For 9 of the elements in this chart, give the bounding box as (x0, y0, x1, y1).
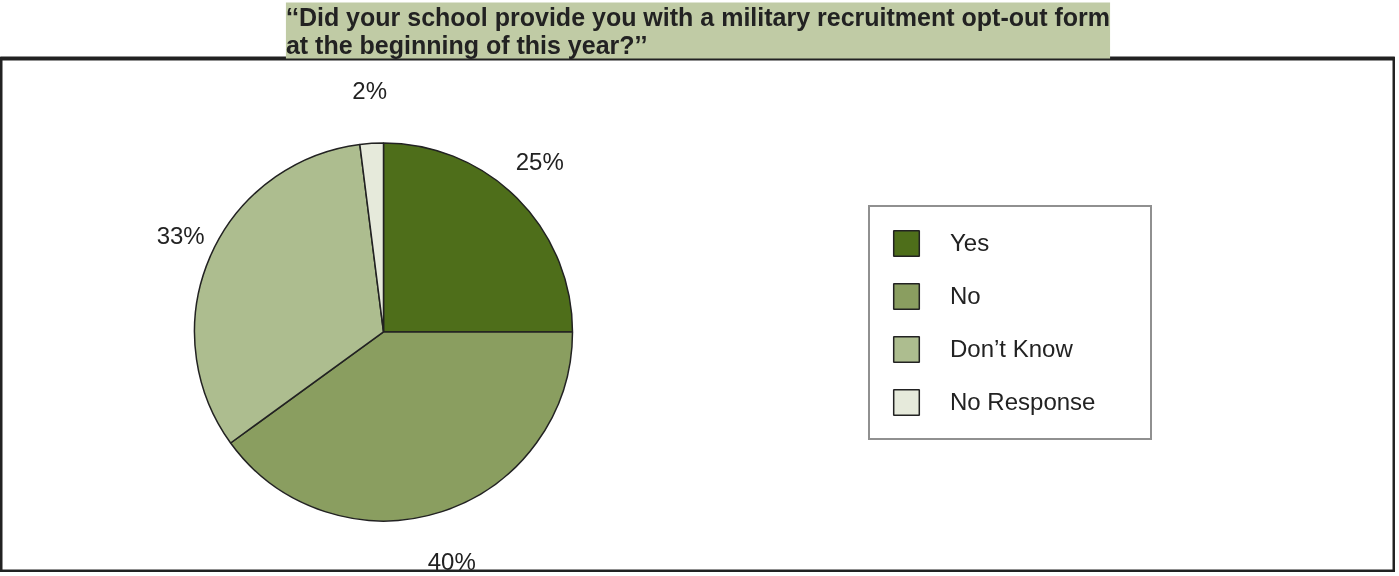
data-label: 33% (156, 222, 205, 250)
legend-label: No (950, 282, 982, 310)
chart-title: ‘‘Did your school provide you with a military recruitment opt-out form at the beginning of this year?’’ (285, 2, 1111, 59)
legend-label: Don’t Know (950, 335, 1074, 363)
data-label: 2% (352, 77, 387, 105)
data-label: 25% (515, 147, 564, 175)
legend-label: No Response (950, 388, 1097, 416)
data-label: 40% (427, 548, 476, 576)
legend-label: Yes (950, 229, 991, 257)
